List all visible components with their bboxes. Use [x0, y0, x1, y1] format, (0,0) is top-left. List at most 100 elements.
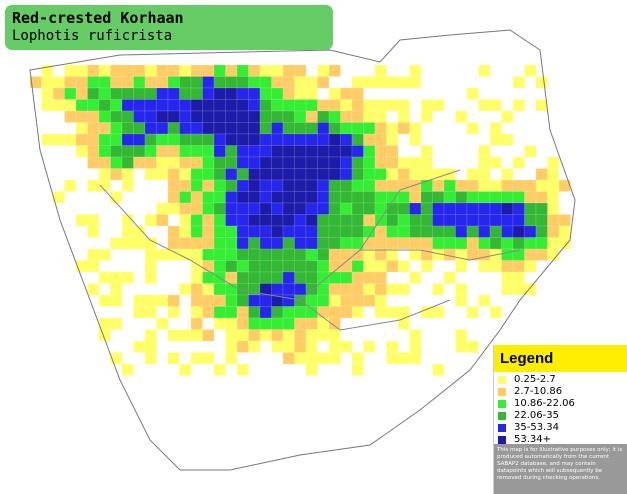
grid-cell — [225, 306, 238, 319]
grid-cell — [489, 156, 502, 169]
grid-cell — [328, 133, 341, 146]
grid-cell — [443, 271, 456, 284]
grid-cell — [248, 133, 261, 146]
grid-cell — [466, 237, 479, 250]
grid-cell — [259, 214, 272, 227]
grid-cell — [190, 214, 203, 227]
grid-cell — [259, 260, 272, 273]
grid-cell — [282, 145, 295, 158]
grid-cell — [236, 168, 249, 181]
grid-cell — [524, 179, 537, 192]
grid-cell — [294, 191, 307, 204]
grid-cell — [386, 225, 399, 238]
grid-cell — [248, 122, 261, 135]
grid-cell — [271, 168, 284, 181]
grid-cell — [351, 352, 364, 365]
grid-cell — [328, 168, 341, 181]
grid-cell — [52, 87, 65, 100]
grid-cell — [190, 156, 203, 169]
grid-cell — [248, 110, 261, 123]
grid-cell — [547, 168, 560, 181]
grid-cell — [340, 87, 353, 100]
grid-cell — [524, 214, 537, 227]
grid-cell — [305, 133, 318, 146]
grid-cell — [110, 99, 123, 112]
grid-cell — [156, 214, 169, 227]
grid-cell — [409, 168, 422, 181]
grid-cell — [236, 363, 249, 376]
grid-cell — [248, 248, 261, 261]
grid-cell — [420, 145, 433, 158]
grid-cell — [409, 133, 422, 146]
grid-cell — [432, 179, 445, 192]
grid-cell — [478, 260, 491, 273]
grid-cell — [167, 237, 180, 250]
grid-cell — [374, 99, 387, 112]
grid-cell — [409, 202, 422, 215]
grid-cell — [397, 168, 410, 181]
grid-cell — [167, 110, 180, 123]
grid-cell — [225, 76, 238, 89]
grid-cell — [363, 283, 376, 296]
grid-cell — [374, 76, 387, 89]
grid-cell — [386, 283, 399, 296]
grid-cell — [213, 168, 226, 181]
grid-cell — [466, 340, 479, 353]
grid-cell — [179, 99, 192, 112]
grid-cell — [363, 260, 376, 273]
legend-item: 10.86-22.06 — [494, 398, 627, 410]
grid-cell — [236, 191, 249, 204]
grid-cell — [455, 329, 468, 342]
grid-cell — [512, 225, 525, 238]
grid-cell — [144, 133, 157, 146]
grid-cell — [110, 122, 123, 135]
grid-cell — [75, 122, 88, 135]
grid-cell — [432, 363, 445, 376]
grid-cell — [478, 237, 491, 250]
grid-cell — [466, 179, 479, 192]
grid-cell — [305, 294, 318, 307]
grid-cell — [41, 76, 54, 89]
grid-cell — [351, 179, 364, 192]
grid-cell — [75, 214, 88, 227]
grid-cell — [144, 271, 157, 284]
grid-cell — [248, 179, 261, 192]
grid-cell — [213, 110, 226, 123]
grid-cell — [466, 191, 479, 204]
grid-cell — [317, 191, 330, 204]
grid-cell — [213, 122, 226, 135]
legend-swatch — [498, 388, 506, 396]
grid-cell — [455, 283, 468, 296]
grid-cell — [190, 179, 203, 192]
grid-cell — [340, 340, 353, 353]
grid-cell — [156, 122, 169, 135]
grid-cell — [213, 133, 226, 146]
grid-cell — [443, 237, 456, 250]
grid-cell — [156, 76, 169, 89]
grid-cell — [179, 76, 192, 89]
grid-cell — [271, 271, 284, 284]
grid-cell — [225, 133, 238, 146]
grid-cell — [213, 76, 226, 89]
grid-cell — [87, 133, 100, 146]
grid-cell — [225, 64, 238, 77]
grid-cell — [420, 179, 433, 192]
grid-cell — [225, 87, 238, 100]
grid-cell — [248, 156, 261, 169]
grid-cell — [282, 306, 295, 319]
grid-cell — [190, 99, 203, 112]
grid-cell — [156, 64, 169, 77]
grid-cell — [294, 145, 307, 158]
grid-cell — [294, 340, 307, 353]
grid-cell — [87, 225, 100, 238]
grid-cell — [466, 214, 479, 227]
grid-cell — [144, 340, 157, 353]
grid-cell — [317, 133, 330, 146]
grid-cell — [110, 237, 123, 250]
grid-cell — [259, 294, 272, 307]
grid-cell — [190, 202, 203, 215]
grid-cell — [501, 133, 514, 146]
grid-cell — [144, 237, 157, 250]
grid-cell — [305, 340, 318, 353]
grid-cell — [351, 306, 364, 319]
